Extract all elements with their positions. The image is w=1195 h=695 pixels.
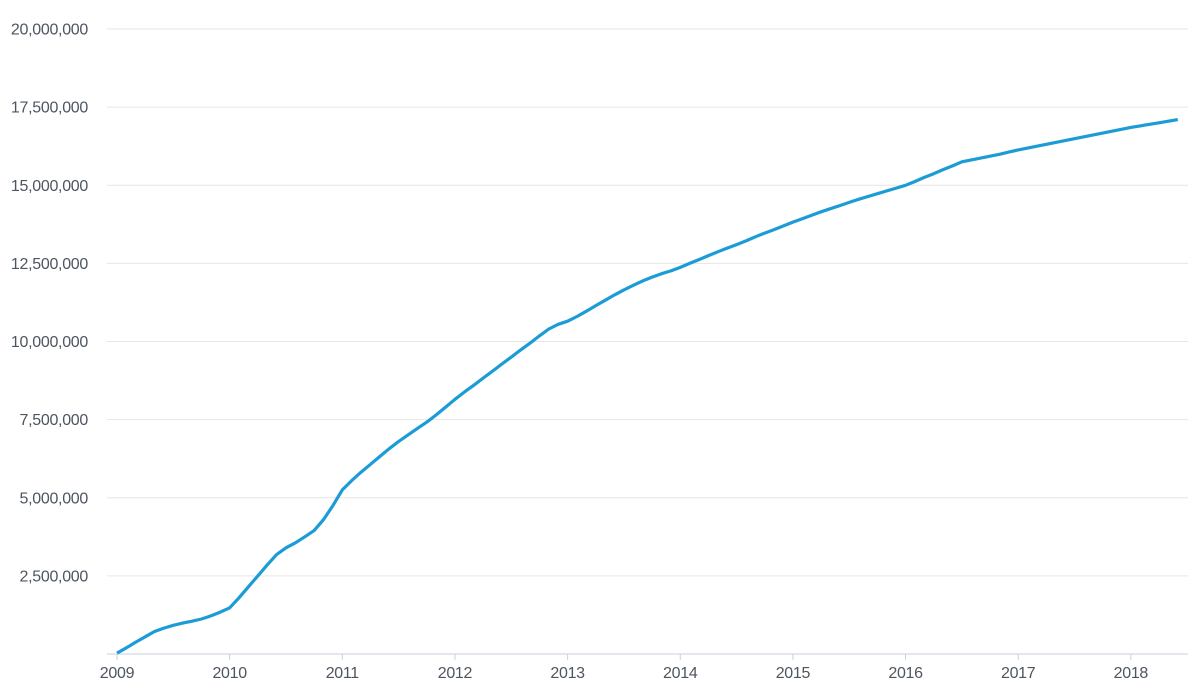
x-axis-label: 2017 <box>1001 665 1036 682</box>
x-axis-label: 2014 <box>663 665 698 682</box>
x-axis-label: 2018 <box>1114 665 1149 682</box>
y-axis-labels: 2,500,000 5,000,000 7,500,000 10,000,000 12,… <box>11 22 89 586</box>
x-axis-label: 2012 <box>438 665 473 682</box>
y-axis-label: 15,000,000 <box>11 178 88 195</box>
x-axis-label: 2009 <box>100 665 135 682</box>
y-axis-label: 17,500,000 <box>11 100 88 117</box>
series-line[interactable] <box>116 118 1179 655</box>
x-axis-labels: 2009 2010 2011 2012 2013 2014 2015 2016 2017 2018 <box>100 665 1149 682</box>
data-series <box>116 118 1179 655</box>
y-axis-label: 5,000,000 <box>20 490 89 507</box>
x-axis <box>107 653 1188 660</box>
x-axis-label: 2011 <box>326 665 360 682</box>
x-axis-label: 2013 <box>550 665 585 682</box>
x-axis-label: 2010 <box>212 665 247 682</box>
y-axis-label: 20,000,000 <box>11 22 88 39</box>
y-axis-label: 2,500,000 <box>20 568 89 585</box>
x-axis-label: 2016 <box>888 665 923 682</box>
y-axis-label: 10,000,000 <box>11 334 88 351</box>
y-axis-label: 7,500,000 <box>20 412 89 429</box>
gridlines <box>107 28 1188 577</box>
x-axis-label: 2015 <box>776 665 811 682</box>
y-axis-label: 12,500,000 <box>11 256 88 273</box>
